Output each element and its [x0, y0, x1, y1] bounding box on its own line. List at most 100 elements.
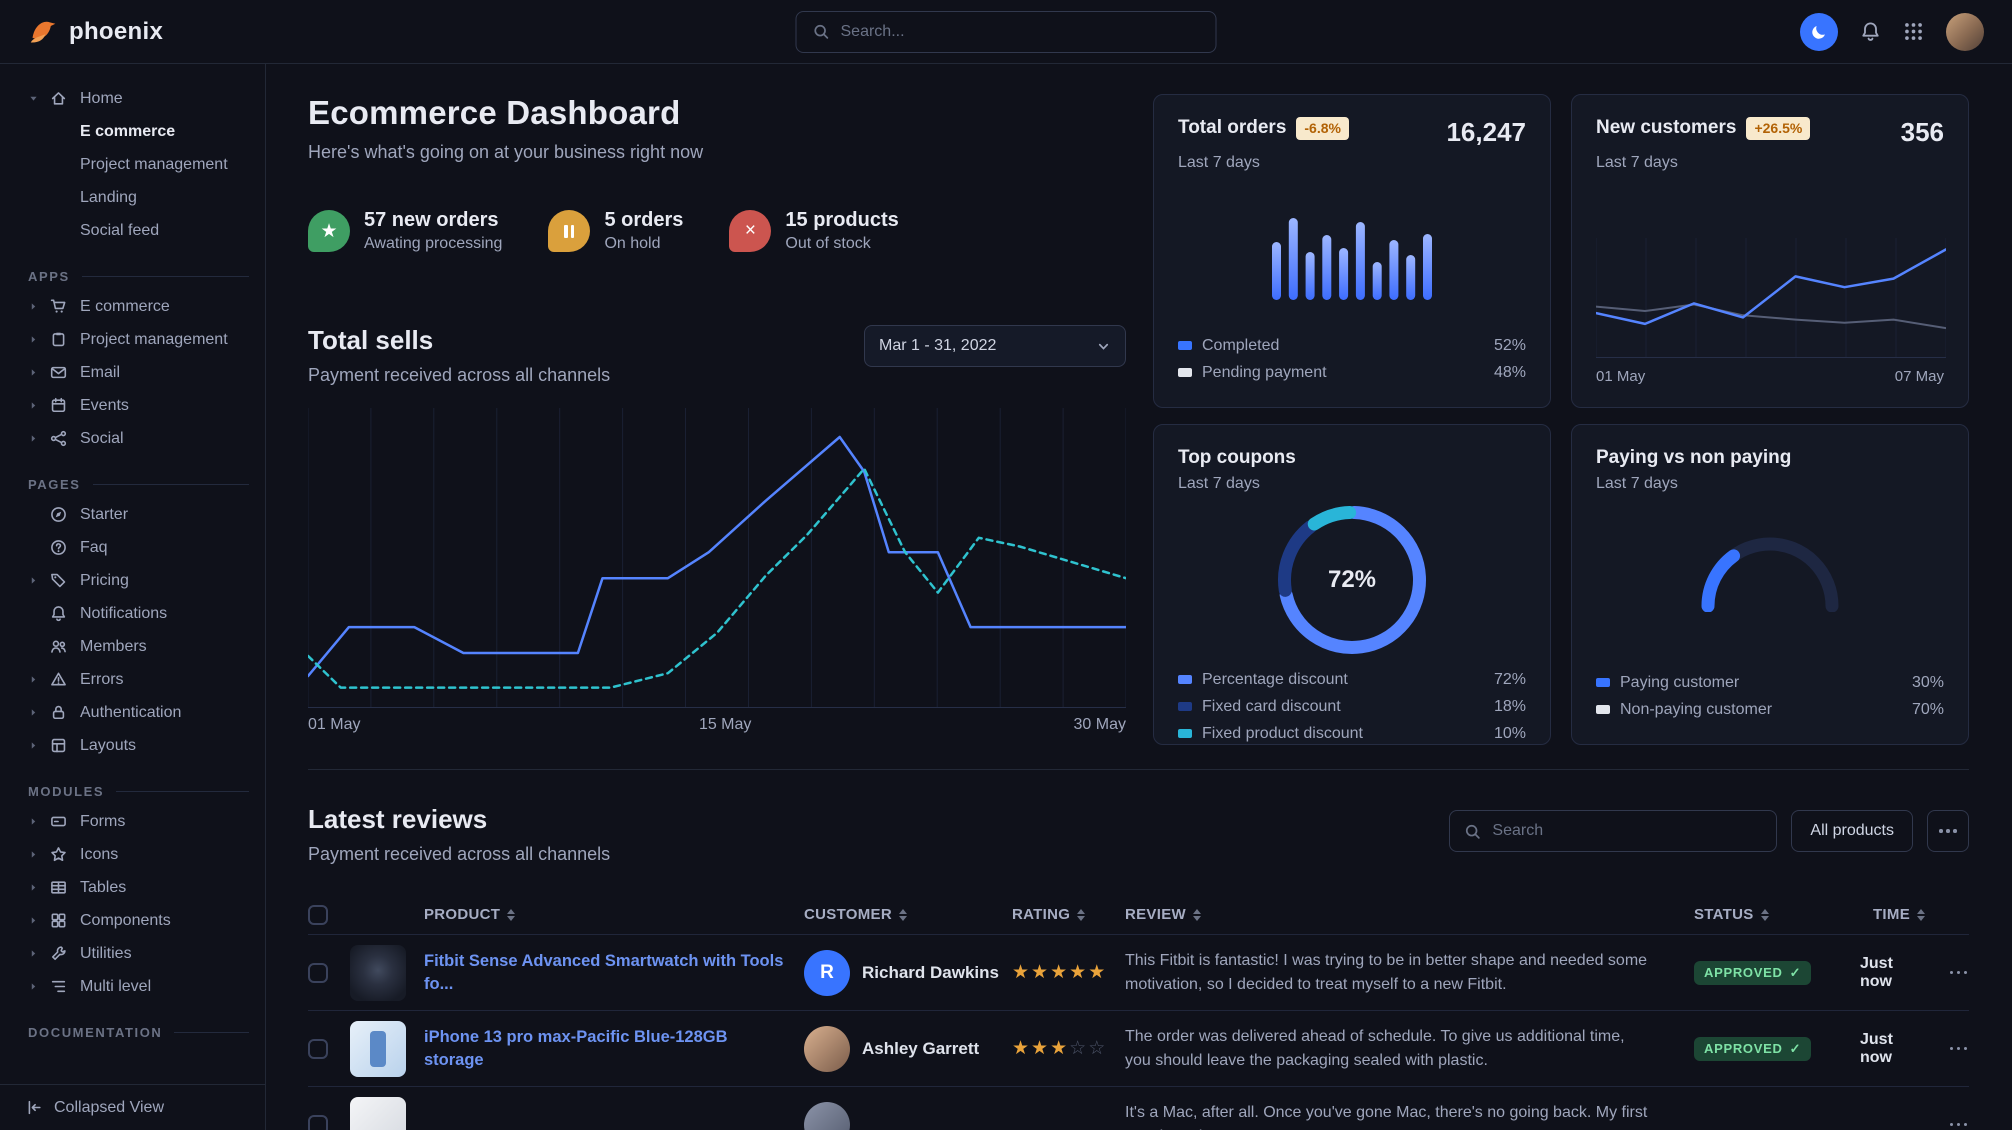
sidebar-item-label: Starter [80, 505, 129, 523]
stat-value: 57 new orders [364, 209, 499, 231]
legend-swatch [1178, 368, 1192, 377]
total-sells-title: Total sells [308, 325, 434, 355]
row-checkbox[interactable] [308, 1038, 328, 1059]
review-text: The order was delivered ahead of schedul… [1125, 1027, 1625, 1069]
review-text: It's a Mac, after all. Once you've gone … [1125, 1103, 1648, 1130]
apps-grid-icon[interactable] [1903, 21, 1924, 42]
stat-new-orders: ★ 57 new orders Awating processing [308, 209, 502, 253]
sort-icon[interactable] [1077, 908, 1086, 921]
sort-icon[interactable] [1192, 908, 1201, 921]
sidebar-item-pricing[interactable]: Pricing [28, 564, 249, 597]
sidebar-item-email[interactable]: Email [28, 356, 249, 389]
sidebar-item-forms[interactable]: Forms [28, 805, 249, 838]
sidebar-item-starter[interactable]: Starter [28, 498, 249, 531]
sidebar-section-apps: APPS [28, 269, 249, 284]
sidebar-item-members[interactable]: Members [28, 630, 249, 663]
card-title: Top coupons [1178, 447, 1296, 468]
more-options-button[interactable] [1927, 810, 1969, 852]
product-link[interactable]: iPhone 13 pro max-Pacific Blue-128GB sto… [424, 1028, 728, 1069]
moon-icon [1810, 23, 1828, 41]
select-all-checkbox[interactable] [308, 904, 328, 925]
sidebar-subitem-social-feed[interactable]: Social feed [80, 221, 160, 239]
sidebar-item-home[interactable]: Home [28, 82, 249, 115]
sort-icon[interactable] [1917, 908, 1925, 921]
row-checkbox[interactable] [308, 962, 328, 983]
row-actions-icon[interactable] [1949, 1046, 1967, 1051]
total-sells-chart [308, 408, 1126, 708]
date-range-value: Mar 1 - 31, 2022 [879, 337, 997, 354]
sort-icon[interactable] [1760, 908, 1769, 921]
check-icon: ✓ [1789, 1040, 1802, 1056]
caret-right-icon [28, 740, 41, 751]
sidebar-subitem-project-management[interactable]: Project management [80, 155, 228, 173]
sidebar-item-components[interactable]: Components [28, 904, 249, 937]
top-coupons-donut-chart [1278, 506, 1426, 654]
stats-row: ★ 57 new orders Awating processing 5 ord… [308, 209, 1126, 253]
sidebar-item-utilities[interactable]: Utilities [28, 937, 249, 970]
theme-toggle-button[interactable] [1800, 12, 1838, 51]
sidebar-item-tables[interactable]: Tables [28, 871, 249, 904]
status-badge: APPROVED ✓ [1694, 960, 1812, 985]
sidebar-item-authentication[interactable]: Authentication [28, 696, 249, 729]
caret-right-icon [28, 816, 41, 827]
users-icon [50, 638, 71, 655]
layout-icon [50, 737, 71, 754]
caret-right-icon [28, 400, 41, 411]
caret-right-icon [28, 433, 41, 444]
chevron-down-icon [1098, 343, 1109, 350]
brand-logo[interactable]: phoenix [28, 16, 163, 47]
reviews-search-input[interactable] [1492, 822, 1763, 840]
table-row: iPhone 13 pro max-Pacific Blue-128GB sto… [308, 1011, 1969, 1087]
phoenix-logo-icon [28, 16, 59, 47]
check-icon: ✓ [1789, 964, 1802, 980]
new-customers-x-axis: 01 May 07 May [1596, 368, 1944, 385]
card-title: Total orders [1178, 117, 1287, 138]
sidebar-item-label: Home [80, 89, 123, 107]
date-range-select[interactable]: Mar 1 - 31, 2022 [864, 325, 1126, 367]
sort-icon[interactable] [507, 908, 516, 921]
star-seal-icon: ★ [308, 210, 350, 252]
share-nodes-icon [50, 430, 71, 447]
brand-name: phoenix [69, 17, 164, 45]
product-image [350, 944, 406, 1001]
user-avatar[interactable] [1946, 12, 1984, 51]
row-actions-icon[interactable] [1949, 1122, 1967, 1127]
all-products-button[interactable]: All products [1791, 810, 1913, 852]
sidebar-subitem-ecommerce[interactable]: E commerce [80, 122, 176, 140]
sort-icon[interactable] [898, 908, 907, 921]
trend-badge: +26.5% [1746, 117, 1811, 140]
lock-icon [50, 704, 71, 721]
search-icon [1464, 823, 1481, 840]
legend-swatch [1178, 341, 1192, 350]
collapse-view-toggle[interactable]: Collapsed View [0, 1084, 265, 1130]
sidebar-item-project-management[interactable]: Project management [28, 323, 249, 356]
sidebar-subitem-landing[interactable]: Landing [80, 188, 137, 206]
sidebar-item-faq[interactable]: Faq [28, 531, 249, 564]
stat-out-of-stock: × 15 products Out of stock [729, 209, 899, 253]
sidebar-item-ecommerce[interactable]: E commerce [28, 290, 249, 323]
product-link[interactable]: Fitbit Sense Advanced Smartwatch with To… [424, 952, 784, 993]
sidebar-item-notifications[interactable]: Notifications [28, 597, 249, 630]
sidebar-item-label: E commerce [80, 297, 170, 315]
sidebar-item-icons[interactable]: Icons [28, 838, 249, 871]
sidebar-item-layouts[interactable]: Layouts [28, 729, 249, 762]
sidebar-item-label: Multi level [80, 977, 152, 995]
stat-on-hold: 5 orders On hold [548, 209, 683, 253]
sidebar-item-social[interactable]: Social [28, 422, 249, 455]
table-icon [50, 879, 71, 896]
stat-caption: Awating processing [364, 235, 503, 252]
card-value: 356 [1900, 117, 1944, 147]
search-input[interactable] [840, 22, 1200, 41]
sidebar-item-multi-level[interactable]: Multi level [28, 970, 249, 1003]
latest-reviews-section: Latest reviews Payment received across a… [308, 769, 1969, 1130]
status-badge: APPROVED ✓ [1694, 1036, 1812, 1061]
reviews-search[interactable] [1449, 810, 1778, 852]
sidebar-item-errors[interactable]: Errors [28, 663, 249, 696]
sidebar-item-events[interactable]: Events [28, 389, 249, 422]
global-search[interactable] [795, 10, 1217, 53]
review-text: This Fitbit is fantastic! I was trying t… [1125, 951, 1648, 993]
notifications-bell-icon[interactable] [1860, 21, 1881, 42]
total-orders-card: Total orders -6.8% 16,247 Last 7 days Co… [1153, 94, 1551, 408]
row-actions-icon[interactable] [1949, 970, 1967, 975]
row-checkbox[interactable] [308, 1114, 328, 1130]
